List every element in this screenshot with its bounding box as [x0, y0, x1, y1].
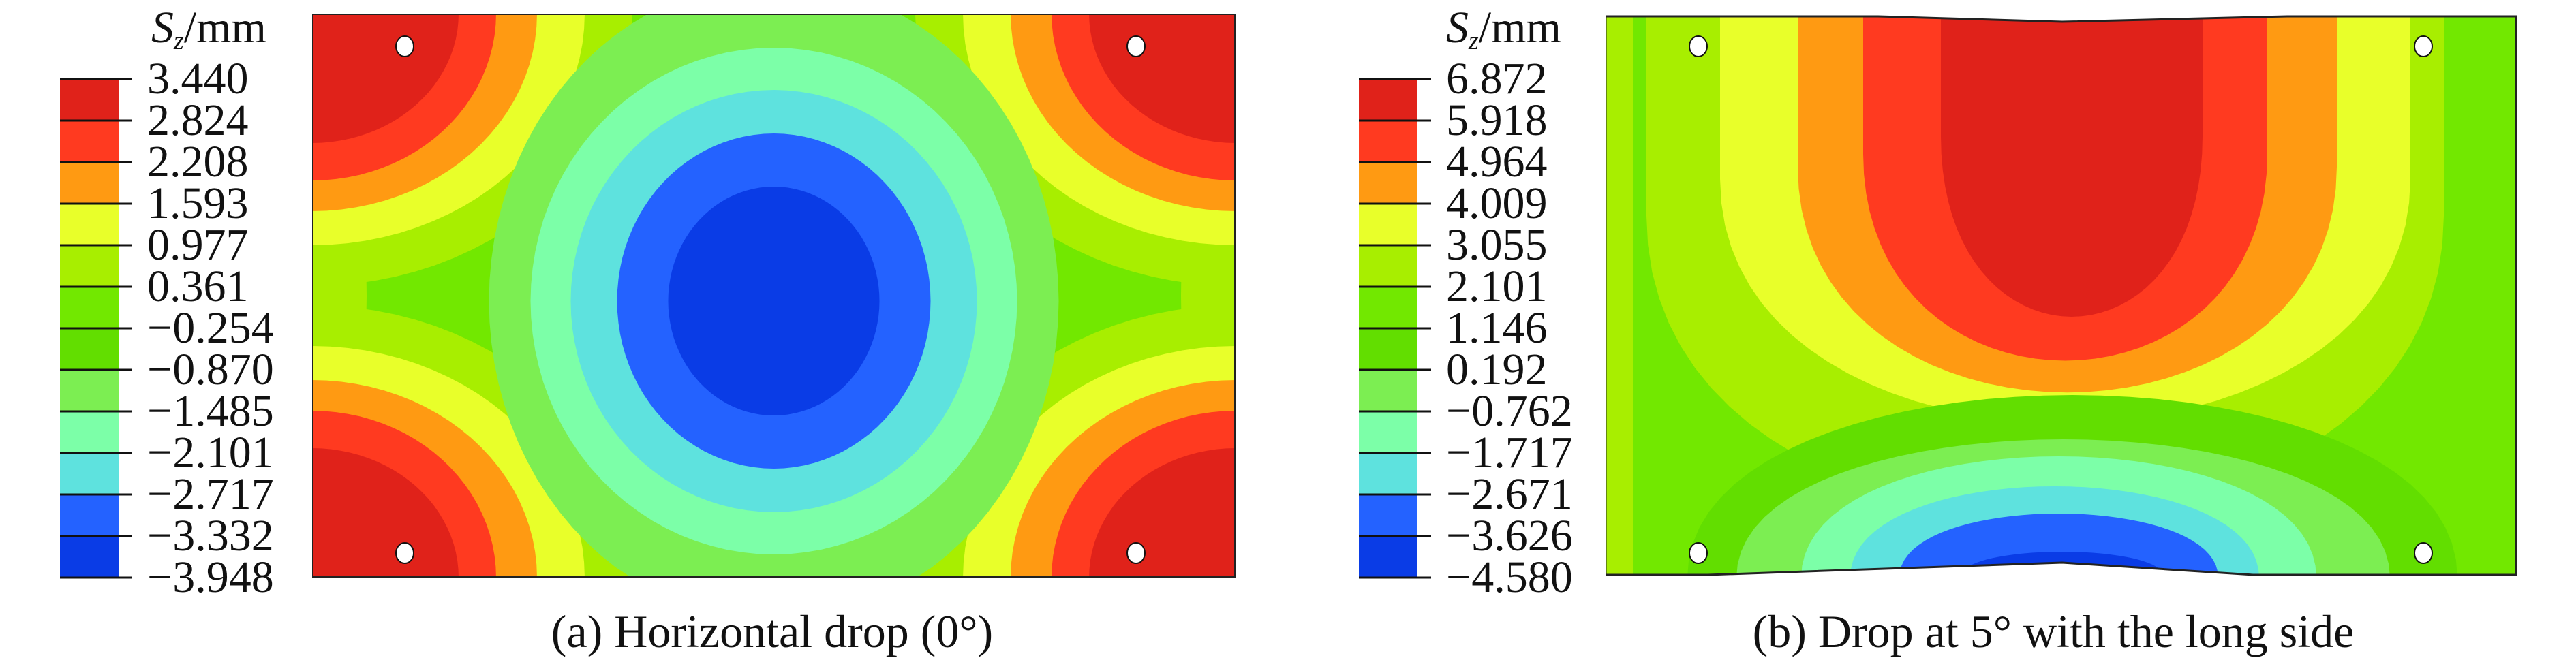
colorbar-band [60, 370, 119, 412]
colorbar-label: 0.977 [147, 220, 249, 270]
colorbar-band [60, 453, 119, 495]
colorbar-band [1359, 370, 1417, 412]
colorbar-label: −3.948 [147, 552, 274, 602]
corner-contour-band [1089, 448, 1236, 578]
colorbar-band [1359, 287, 1417, 329]
colorbar-label: 2.824 [147, 95, 249, 145]
colorbar-label: 0.361 [147, 262, 249, 311]
band-edge-left [1606, 16, 1633, 575]
colorbar-label: 6.872 [1446, 54, 1548, 104]
plate-outline [1606, 15, 2517, 576]
colorbar-label: 1.593 [147, 178, 249, 228]
colorbar-label: −3.332 [147, 511, 274, 561]
mounting-hole [1126, 542, 1146, 564]
contour-field [1606, 16, 2516, 575]
mounting-hole [1689, 35, 1708, 57]
colorbar-label: −0.870 [147, 345, 274, 394]
colorbar-label: −0.254 [147, 303, 274, 353]
upper-contour-band [1941, 16, 2203, 317]
colorbar-band [60, 79, 119, 121]
colorbar-title: Sz/mm [151, 5, 266, 63]
colorbar-unit: /mm [1478, 3, 1561, 52]
colorbar-band [60, 204, 119, 246]
contour-plot [1606, 15, 2517, 576]
colorbar-title: Sz/mm [1446, 5, 1561, 63]
corner-contour-band [312, 14, 459, 143]
mounting-hole [395, 542, 414, 564]
colorbar [1359, 78, 1431, 579]
colorbar-subscript: z [1469, 27, 1479, 55]
colorbar-band [1359, 494, 1417, 537]
colorbar-label: −1.485 [147, 386, 274, 436]
colorbar-band [1359, 411, 1417, 454]
colorbar-label: −2.717 [147, 469, 274, 519]
colorbar-band [60, 245, 119, 287]
colorbar-label: 0.192 [1446, 345, 1548, 394]
corner-contour-band [1089, 14, 1236, 143]
panel-b: Sz/mm 6.872 5.918 4.964 4.009 3.055 2.101 1.14… [1295, 0, 2576, 660]
corner-contour-band [312, 448, 459, 578]
caption: (b) Drop at 5° with the long side [1752, 606, 2355, 657]
center-contour-band [668, 187, 880, 415]
colorbar-label: 3.440 [147, 54, 249, 104]
colorbar-label: −2.101 [147, 428, 274, 477]
colorbar-band [60, 536, 119, 578]
colorbar-band [1359, 162, 1417, 204]
colorbar-label: −1.717 [1446, 428, 1573, 477]
contour-plot [312, 14, 1236, 578]
colorbar [60, 78, 132, 579]
colorbar-band [60, 411, 119, 454]
mounting-hole [395, 35, 414, 57]
colorbar-label: 5.918 [1446, 95, 1548, 145]
colorbar-band [60, 162, 119, 204]
colorbar-label: 1.146 [1446, 303, 1548, 353]
colorbar-label: 3.055 [1446, 220, 1548, 270]
caption: (a) Horizontal drop (0°) [551, 606, 994, 657]
mounting-hole [1126, 35, 1146, 57]
colorbar-unit: /mm [183, 3, 266, 52]
colorbar-band [1359, 245, 1417, 287]
colorbar-label: −4.580 [1446, 552, 1573, 602]
colorbar-band [60, 121, 119, 163]
colorbar-symbol: S [1446, 3, 1469, 52]
colorbar-label: 2.208 [147, 137, 249, 187]
colorbar-band [60, 287, 119, 329]
colorbar-label: −0.762 [1446, 386, 1573, 436]
plate-outline [312, 14, 1236, 578]
colorbar-label: 4.964 [1446, 137, 1548, 187]
colorbar-band [1359, 121, 1417, 163]
colorbar-band [1359, 328, 1417, 371]
colorbar-symbol: S [151, 3, 174, 52]
colorbar-band [1359, 453, 1417, 495]
mounting-hole [2414, 35, 2433, 57]
colorbar-band [1359, 204, 1417, 246]
colorbar-band [60, 494, 119, 537]
colorbar-band [60, 328, 119, 371]
colorbar-label: −3.626 [1446, 511, 1573, 561]
colorbar-label: 2.101 [1446, 262, 1548, 311]
colorbar-subscript: z [174, 27, 184, 55]
contour-field [312, 14, 1236, 578]
colorbar-band [1359, 536, 1417, 578]
panel-a: Sz/mm 3.440 2.824 2.208 1.593 0.977 0.361 −0.2… [60, 5, 1236, 657]
colorbar-label: 4.009 [1446, 178, 1548, 228]
mounting-hole [1689, 542, 1708, 564]
mounting-hole [2414, 542, 2433, 564]
colorbar-band [1359, 79, 1417, 121]
colorbar-label: −2.671 [1446, 469, 1573, 519]
